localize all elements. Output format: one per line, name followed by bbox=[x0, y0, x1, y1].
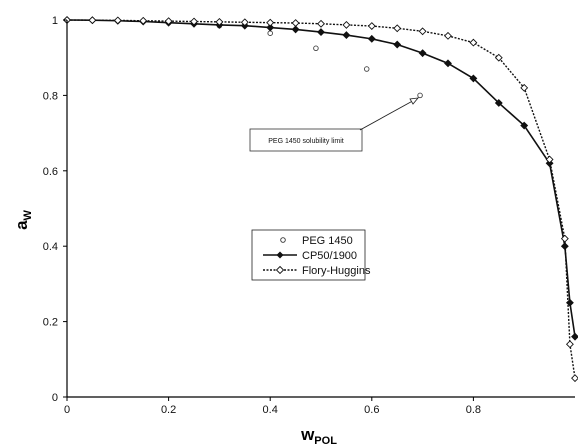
axes-layer: 0 0.2 0.4 0.6 0.8 0 0.2 0.4 0.6 0.8 1 bbox=[43, 15, 575, 416]
series-1 bbox=[63, 16, 578, 341]
legend-label-flory: Flory-Huggins bbox=[302, 265, 371, 277]
data-point bbox=[444, 59, 452, 68]
x-tick-label: 0.8 bbox=[466, 404, 481, 416]
legend: PEG 1450 CP50/1900 Flory-Huggins bbox=[251, 229, 371, 281]
series-line bbox=[66, 19, 576, 379]
data-point bbox=[190, 17, 198, 26]
series-layer bbox=[63, 16, 578, 383]
y-tick-label: 0 bbox=[52, 392, 58, 404]
series-line bbox=[66, 19, 576, 337]
data-point bbox=[215, 17, 224, 26]
y-tick-label: 0.6 bbox=[43, 166, 58, 178]
y-axis-title-sub: W bbox=[22, 209, 34, 220]
data-point bbox=[520, 121, 529, 130]
data-point bbox=[469, 74, 478, 83]
y-tick-label: 1 bbox=[52, 15, 58, 27]
data-point bbox=[494, 99, 503, 107]
data-point bbox=[367, 34, 376, 43]
legend-label-peg1450: PEG 1450 bbox=[302, 235, 353, 247]
data-point bbox=[113, 16, 122, 25]
x-tick-label: 0.4 bbox=[263, 404, 278, 416]
data-point bbox=[363, 66, 370, 72]
data-point bbox=[291, 25, 300, 34]
data-point bbox=[393, 40, 402, 49]
data-point bbox=[545, 155, 554, 164]
data-point bbox=[88, 16, 97, 25]
y-tick-label: 0.2 bbox=[43, 317, 58, 329]
data-point bbox=[267, 30, 273, 36]
data-point bbox=[444, 31, 452, 40]
data-point bbox=[565, 340, 574, 349]
legend-label-cp50: CP50/1900 bbox=[302, 250, 357, 262]
x-tick-label: 0.2 bbox=[161, 404, 176, 416]
y-axis-title-main: a bbox=[12, 220, 31, 230]
data-point bbox=[266, 18, 275, 27]
annotation: PEG 1450 solubility limit bbox=[249, 97, 419, 152]
data-point bbox=[418, 27, 427, 36]
x-axis-title-sub: POL bbox=[314, 435, 337, 444]
x-tick-label: 0 bbox=[64, 404, 70, 416]
data-point bbox=[291, 19, 300, 27]
data-point bbox=[520, 83, 529, 92]
data-point bbox=[139, 16, 148, 25]
series-2 bbox=[63, 16, 578, 383]
x-tick-label: 0.6 bbox=[364, 404, 379, 416]
data-point bbox=[494, 53, 503, 62]
legend-marker-flory bbox=[275, 265, 285, 275]
axis-titles: wPOL aW bbox=[12, 209, 337, 444]
y-tick-label: 0.4 bbox=[43, 241, 58, 253]
data-point bbox=[418, 49, 427, 58]
data-point bbox=[240, 18, 249, 27]
data-point bbox=[317, 28, 325, 37]
data-point bbox=[571, 374, 578, 383]
data-point bbox=[417, 92, 423, 99]
data-point bbox=[342, 20, 351, 29]
data-point bbox=[164, 17, 173, 26]
data-point bbox=[367, 22, 376, 30]
data-point bbox=[342, 31, 351, 40]
data-point bbox=[317, 19, 325, 28]
data-point bbox=[266, 23, 275, 32]
y-axis-title: aW bbox=[12, 209, 34, 229]
data-point bbox=[571, 332, 578, 341]
x-axis-title: wPOL bbox=[300, 425, 337, 444]
data-point bbox=[469, 38, 478, 47]
data-point bbox=[313, 45, 319, 52]
annotation-arrow bbox=[359, 97, 419, 131]
data-point bbox=[393, 24, 402, 33]
annotation-text: PEG 1450 solubility limit bbox=[268, 138, 344, 145]
y-tick-label: 0.8 bbox=[43, 90, 58, 102]
annotation-box bbox=[249, 128, 363, 152]
series-0 bbox=[64, 17, 423, 99]
annotation-arrowhead bbox=[409, 97, 419, 105]
legend-marker-cp50 bbox=[276, 251, 284, 259]
data-point bbox=[560, 234, 569, 243]
legend-symbol-peg1450 bbox=[280, 237, 286, 243]
x-axis-title-main: w bbox=[300, 425, 315, 444]
